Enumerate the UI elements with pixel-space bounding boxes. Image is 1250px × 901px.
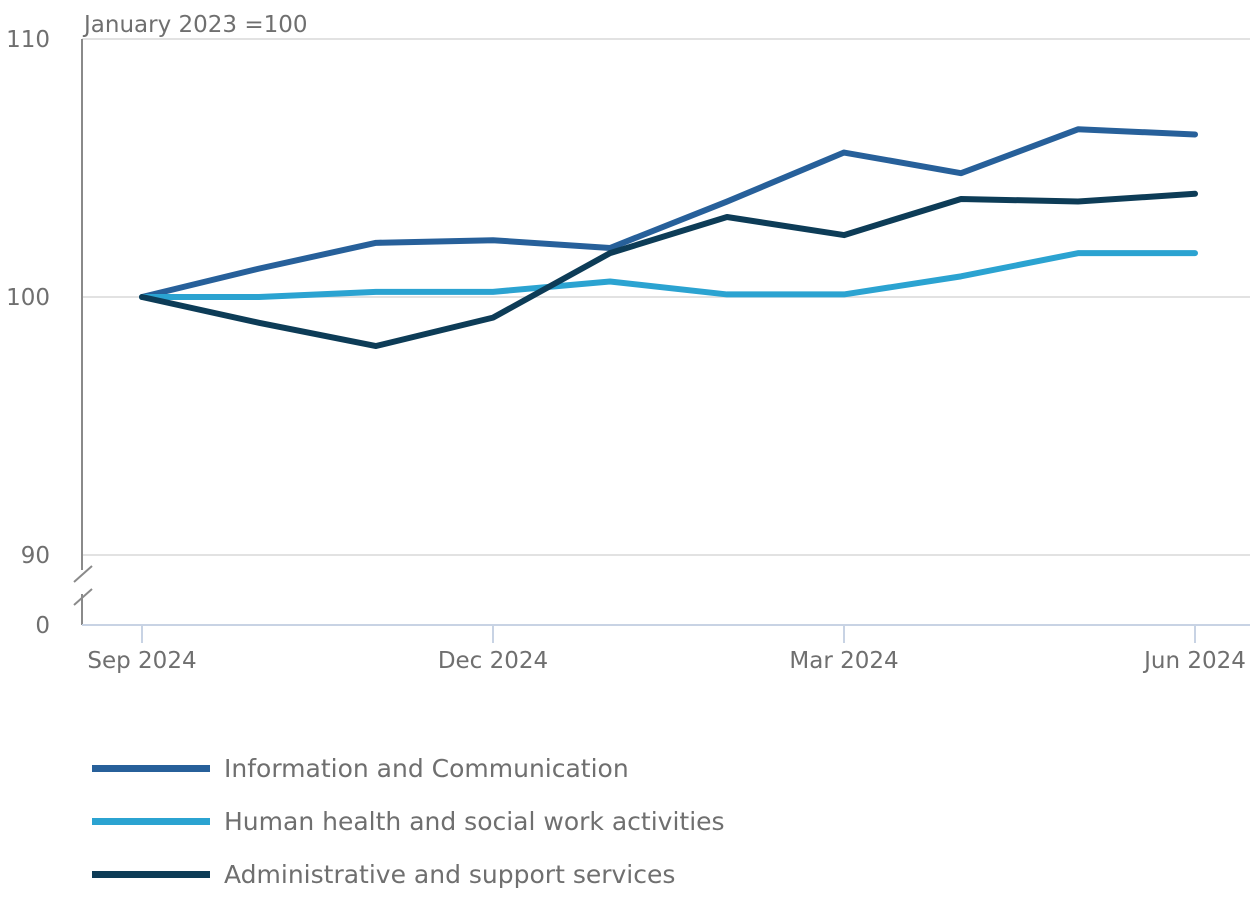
legend-label: Administrative and support services [224,860,676,889]
x-tick-label: Sep 2024 [87,648,196,674]
legend-item-administrative-support: Administrative and support services [92,848,725,901]
series-line-2 [139,190,1198,350]
legend-label: Information and Communication [224,754,629,783]
series-line-0 [139,126,1198,300]
legend: Information and Communication Human heal… [92,742,725,901]
legend-label: Human health and social work activities [224,807,725,836]
series-lines [139,126,1198,350]
legend-swatch [92,765,210,772]
y-tick-label: 0 [35,613,50,639]
line-chart: 110 100 90 0 Sep 2024 Dec 2024 Mar 2024 Jun 20… [6,12,1250,674]
axis-break-mark [73,565,93,583]
x-tick-label: Jun 2024 [1142,648,1246,674]
legend-item-human-health: Human health and social work activities [92,795,725,848]
x-tick-label: Mar 2024 [789,648,898,674]
y-tick-label: 110 [6,27,50,53]
legend-swatch [92,818,210,825]
x-axis: Sep 2024 Dec 2024 Mar 2024 Jun 2024 [82,624,1250,674]
series-line-1 [139,250,1198,300]
axis-break-mark [73,588,93,606]
y-tick-label: 90 [21,543,50,569]
y-tick-label: 100 [6,285,50,311]
legend-swatch [92,871,210,878]
unit-label: January 2023 =100 [82,12,308,38]
y-axis: 110 100 90 0 [6,27,93,639]
legend-item-information-communication: Information and Communication [92,742,725,795]
x-tick-label: Dec 2024 [438,648,548,674]
